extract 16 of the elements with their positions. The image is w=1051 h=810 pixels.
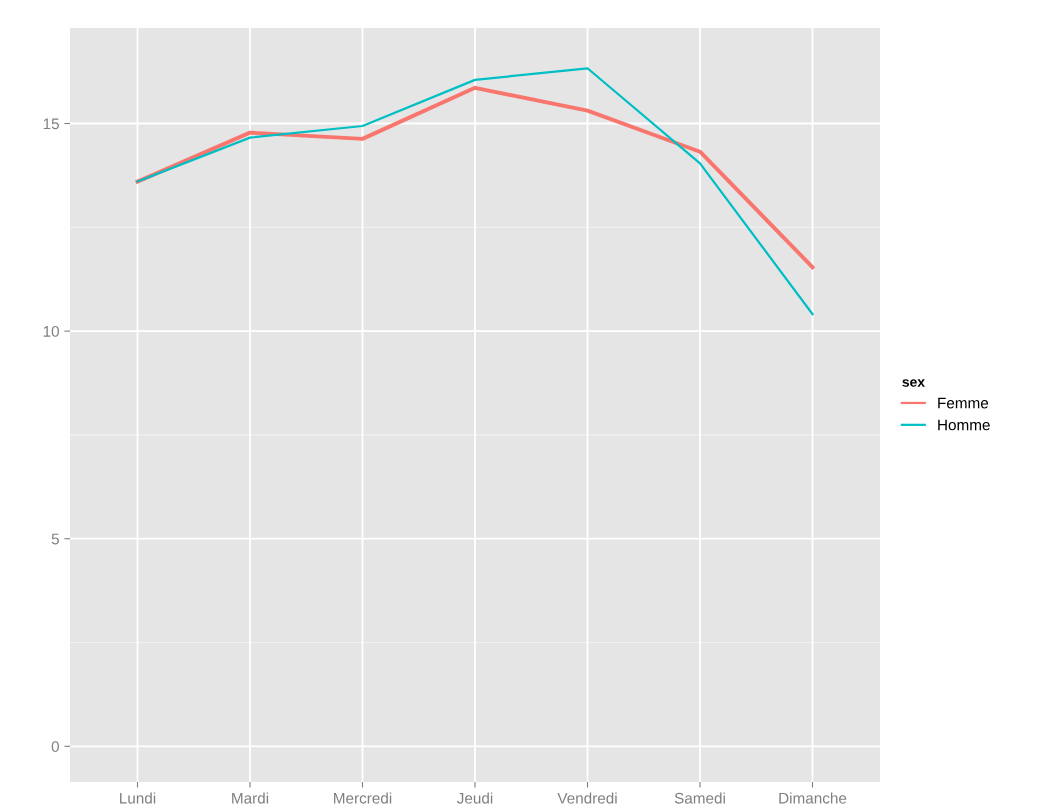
line-series	[135, 85, 815, 270]
x-tick-label: Lundi	[120, 792, 156, 804]
legend-label: Femme	[938, 397, 989, 409]
y-tick-label: 10	[43, 325, 59, 337]
x-tick-label: Jeudi	[456, 792, 493, 804]
y-tick-label: 5	[51, 533, 59, 545]
legend-label: Homme	[938, 419, 990, 431]
legend-title: sex	[902, 379, 925, 387]
x-tick-label: Vendredi	[557, 792, 617, 804]
y-tick-label: 15	[43, 118, 59, 130]
x-tick-label: Samedi	[674, 792, 725, 804]
line-series	[136, 67, 814, 316]
y-tick-label: 0	[51, 741, 59, 752]
x-tick-label: Mardi	[232, 792, 269, 804]
x-tick-label: Mercredi	[334, 792, 392, 804]
x-tick-label: Dimanche	[779, 792, 847, 804]
